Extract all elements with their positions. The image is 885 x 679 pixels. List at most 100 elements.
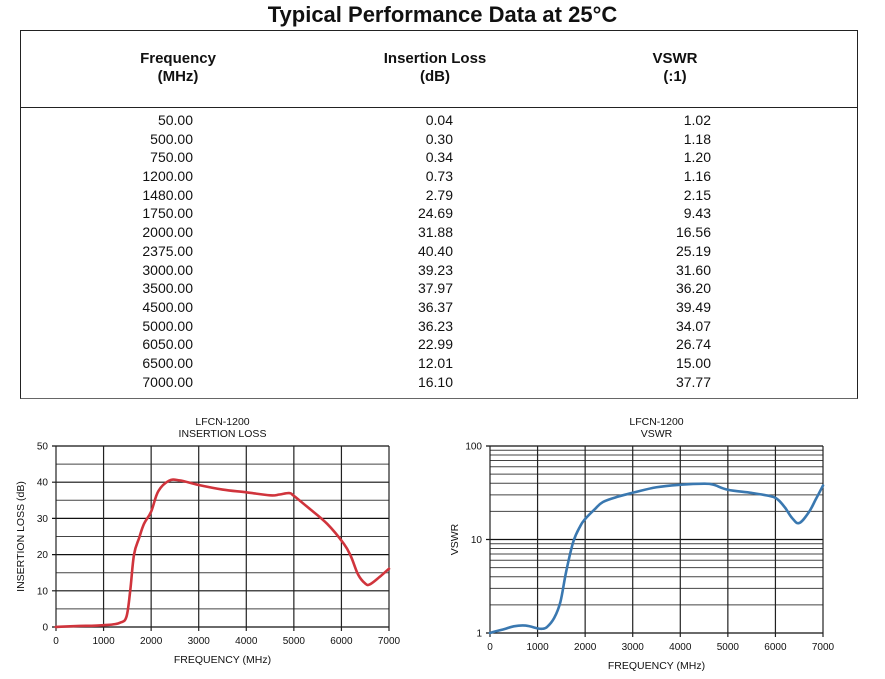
- vswr-cell: 37.77: [675, 373, 711, 390]
- vswr-cell: 36.20: [675, 280, 711, 297]
- table-row: 6500.00 12.01 15.00: [21, 354, 857, 373]
- chart-subtitle: VSWR: [641, 428, 673, 440]
- table-row: 3000.00 39.23 31.60: [21, 261, 857, 280]
- header-frequency: Frequency (MHz): [118, 50, 238, 86]
- vswr-cell: 39.49: [675, 298, 711, 315]
- insertion-loss-cell: 31.88: [417, 224, 453, 241]
- frequency-cell: 6500.00: [142, 354, 193, 371]
- table-row: 4500.00 36.37 39.49: [21, 298, 857, 317]
- y-axis-label: INSERTION LOSS (dB): [15, 481, 27, 592]
- table-row: 5000.00 36.23 34.07: [21, 317, 857, 336]
- frequency-cell: 1480.00: [142, 186, 193, 203]
- chart-subtitle: INSERTION LOSS: [179, 428, 267, 440]
- vswr-series-line: [488, 482, 825, 635]
- insertion-loss-cell: 39.23: [417, 261, 453, 278]
- x-tick-label: 4000: [669, 642, 692, 653]
- x-tick-label: 1000: [92, 636, 115, 647]
- x-tick-label: 6000: [330, 636, 353, 647]
- insertion-loss-cell: 2.79: [425, 186, 453, 203]
- vswr-cell: 16.56: [675, 224, 711, 241]
- table-row: 3500.00 37.97 36.20: [21, 279, 857, 298]
- vswr-cell: 1.20: [683, 149, 711, 166]
- vswr-cell: 9.43: [683, 205, 711, 222]
- table-row: 1750.00 24.69 9.43: [21, 204, 857, 223]
- insertion-loss-cell: 0.73: [425, 168, 453, 185]
- table-row: 2000.00 31.88 16.56: [21, 223, 857, 242]
- performance-table: Frequency (MHz) Insertion Loss (dB) VSWR…: [20, 30, 858, 399]
- header-vswr-unit: (:1): [663, 68, 687, 85]
- table-row: 1480.00 2.79 2.15: [21, 186, 857, 205]
- insertion-loss-cell: 0.34: [425, 149, 453, 166]
- x-axis-label: FREQUENCY (MHz): [608, 660, 705, 672]
- frequency-cell: 4500.00: [142, 298, 193, 315]
- header-insertion-loss-label: Insertion Loss: [383, 50, 487, 67]
- insertion-loss-cell: 36.23: [417, 317, 453, 334]
- frequency-cell: 2375.00: [142, 242, 193, 259]
- table-row: 500.00 0.30 1.18: [21, 130, 857, 149]
- insertion-loss-cell: 37.97: [417, 280, 453, 297]
- header-vswr-label: VSWR: [652, 50, 698, 67]
- vswr-cell: 25.19: [675, 242, 711, 259]
- vswr-cell: 2.15: [683, 186, 711, 203]
- insertion-loss-cell: 0.30: [425, 130, 453, 147]
- header-insertion-loss: Insertion Loss (dB): [365, 50, 505, 86]
- table-row: 750.00 0.34 1.20: [21, 148, 857, 167]
- vswr-cell: 34.07: [675, 317, 711, 334]
- y-tick-label: 30: [37, 514, 49, 525]
- frequency-cell: 1200.00: [142, 168, 193, 185]
- frequency-cell: 3000.00: [142, 261, 193, 278]
- header-frequency-unit: (MHz): [157, 68, 199, 85]
- insertion-loss-cell: 12.01: [417, 354, 453, 371]
- x-tick-label: 2000: [574, 642, 597, 653]
- header-frequency-label: Frequency: [140, 50, 216, 67]
- insertion-loss-cell: 40.40: [417, 242, 453, 259]
- vswr-cell: 1.18: [683, 130, 711, 147]
- table-row: 2375.00 40.40 25.19: [21, 242, 857, 261]
- vswr-cell: 31.60: [675, 261, 711, 278]
- insertion-loss-cell: 0.04: [425, 112, 453, 128]
- x-tick-label: 3000: [622, 642, 645, 653]
- insertion-loss-cell: 36.37: [417, 298, 453, 315]
- table-row: 50.00 0.04 1.02: [21, 111, 857, 130]
- page-title: Typical Performance Data at 25°C: [267, 2, 618, 27]
- x-tick-label: 7000: [812, 642, 835, 653]
- x-tick-label: 3000: [188, 636, 211, 647]
- y-tick-label: 0: [42, 623, 48, 634]
- table-row: 6050.00 22.99 26.74: [21, 335, 857, 354]
- frequency-cell: 2000.00: [142, 224, 193, 241]
- x-axis-label: FREQUENCY (MHz): [174, 654, 271, 666]
- y-tick-label: 1: [476, 629, 482, 640]
- insertion-loss-series-line: [54, 478, 391, 629]
- chart-title: LFCN-1200: [195, 416, 249, 428]
- x-tick-label: 1000: [526, 642, 549, 653]
- y-tick-label: 100: [465, 442, 482, 453]
- x-tick-label: 5000: [283, 636, 306, 647]
- x-tick-label: 4000: [235, 636, 258, 647]
- frequency-cell: 3500.00: [142, 280, 193, 297]
- frequency-cell: 500.00: [150, 130, 193, 147]
- insertion-loss-cell: 22.99: [417, 336, 453, 353]
- insertion-loss-cell: 16.10: [417, 373, 453, 390]
- x-tick-label: 2000: [140, 636, 163, 647]
- frequency-cell: 50.00: [157, 112, 193, 128]
- y-tick-label: 50: [37, 442, 49, 453]
- x-tick-label: 0: [53, 636, 59, 647]
- x-tick-label: 5000: [717, 642, 740, 653]
- y-tick-label: 10: [471, 535, 483, 546]
- table-row: 1200.00 0.73 1.16: [21, 167, 857, 186]
- x-tick-label: 6000: [764, 642, 787, 653]
- table-body: 50.00 0.04 1.02 500.00 0.30 1.18 750.00 0.34 1.2…: [21, 111, 857, 391]
- vswr-cell: 15.00: [675, 354, 711, 371]
- vswr-cell: 1.16: [683, 168, 711, 185]
- insertion-loss-cell: 24.69: [417, 205, 453, 222]
- frequency-cell: 1750.00: [142, 205, 193, 222]
- y-tick-label: 20: [37, 550, 49, 561]
- x-tick-label: 7000: [378, 636, 401, 647]
- y-tick-label: 40: [37, 478, 49, 489]
- table-row: 7000.00 16.10 37.77: [21, 373, 857, 392]
- y-axis-label: VSWR: [449, 523, 461, 555]
- frequency-cell: 750.00: [150, 149, 193, 166]
- header-insertion-loss-unit: (dB): [420, 68, 450, 85]
